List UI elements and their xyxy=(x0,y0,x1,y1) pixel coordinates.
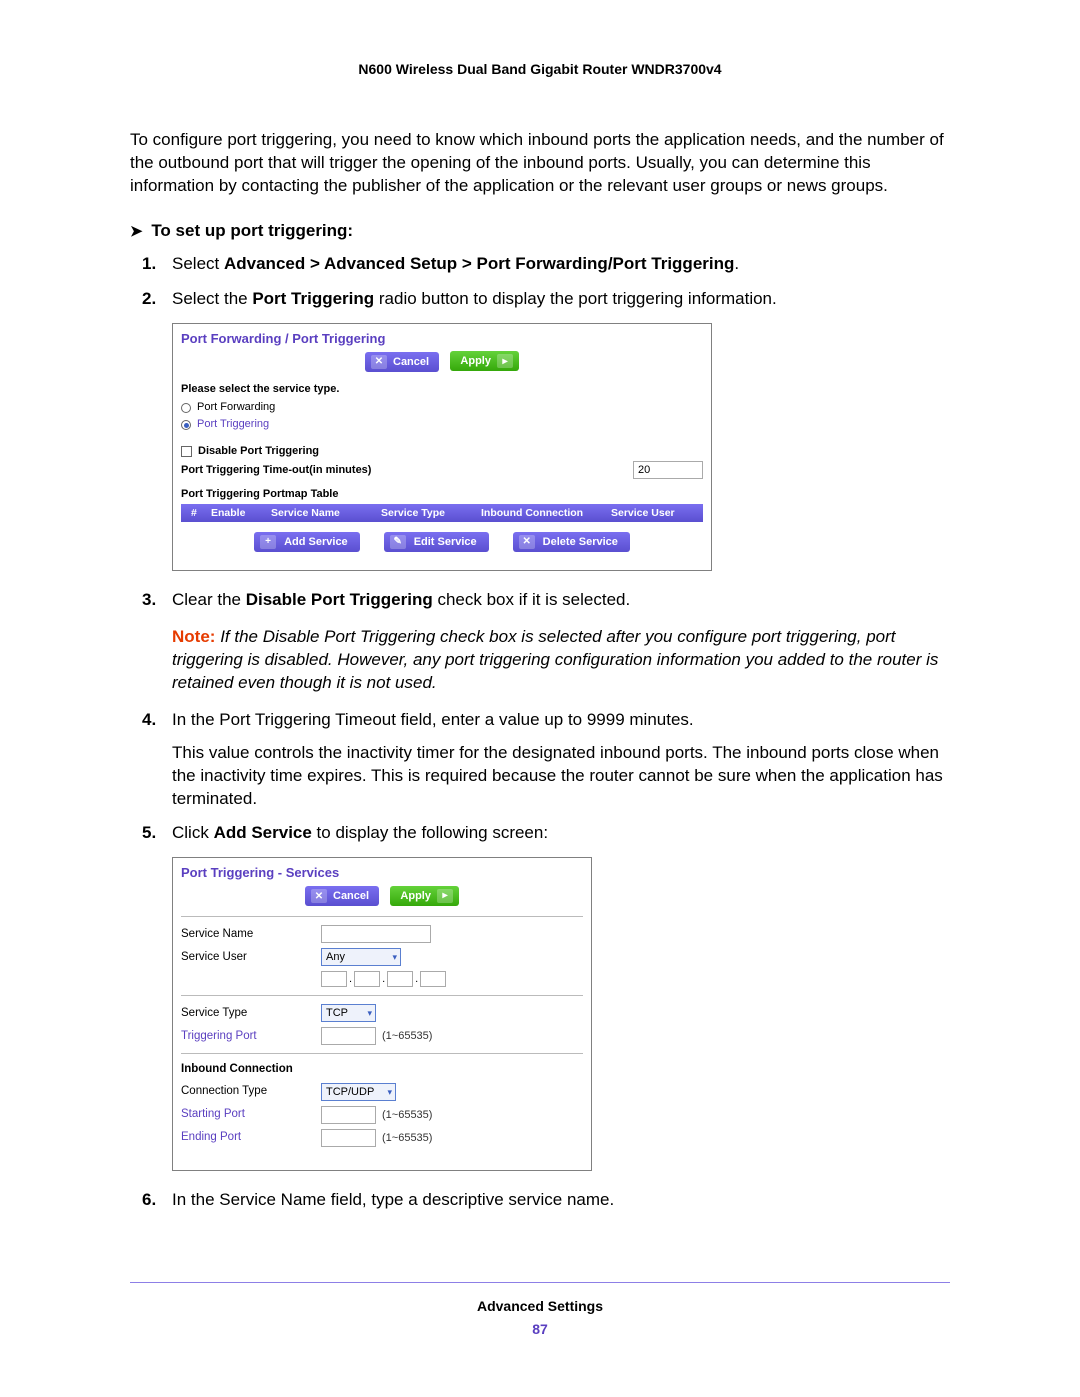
cancel-button[interactable]: ✕ Cancel xyxy=(365,352,439,372)
timeout-row: Port Triggering Time-out(in minutes) xyxy=(181,461,703,479)
task-heading-text: To set up port triggering: xyxy=(151,221,353,240)
service-name-label: Service Name xyxy=(181,927,321,943)
services-panel: Port Triggering - Services ✕ Cancel Appl… xyxy=(172,857,592,1171)
step-2: Select the Port Triggering radio button … xyxy=(172,288,950,571)
starting-port-label: Starting Port xyxy=(181,1107,321,1123)
panel2-title: Port Triggering - Services xyxy=(181,864,583,882)
timeout-label: Port Triggering Time-out(in minutes) xyxy=(181,463,371,478)
note-label: Note: xyxy=(172,627,215,646)
col-number: # xyxy=(185,506,205,520)
step4-text: In the Port Triggering Timeout field, en… xyxy=(172,710,694,729)
step-4: In the Port Triggering Timeout field, en… xyxy=(172,709,950,811)
edit-service-button[interactable]: ✎ Edit Service xyxy=(384,532,489,552)
service-user-select[interactable]: Any xyxy=(321,948,401,966)
step6-text: In the Service Name field, type a descri… xyxy=(172,1190,614,1209)
triggering-port-range: (1~65535) xyxy=(382,1029,432,1044)
step3-b: Disable Port Triggering xyxy=(246,590,433,609)
close-icon: ✕ xyxy=(311,889,327,903)
starting-port-input[interactable] xyxy=(321,1106,376,1124)
apply-button-2[interactable]: Apply ▸ xyxy=(390,886,459,906)
apply-label-2: Apply xyxy=(400,890,431,902)
col-service-type: Service Type xyxy=(375,506,475,520)
step5-a: Click xyxy=(172,823,214,842)
inbound-label: Inbound Connection xyxy=(181,1062,321,1078)
intro-paragraph: To configure port triggering, you need t… xyxy=(130,129,950,198)
step-5: Click Add Service to display the followi… xyxy=(172,822,950,1171)
panel1-title: Port Forwarding / Port Triggering xyxy=(181,330,703,348)
col-service-user: Service User xyxy=(605,506,699,520)
step3-a: Clear the xyxy=(172,590,246,609)
apply-label: Apply xyxy=(460,355,491,367)
triggering-port-label: Triggering Port xyxy=(181,1029,321,1045)
footer-page-number: 87 xyxy=(130,1320,950,1339)
port-triggering-panel: Port Forwarding / Port Triggering ✕ Canc… xyxy=(172,323,712,571)
step2-a: Select the xyxy=(172,289,252,308)
note-text: If the Disable Port Triggering check box… xyxy=(172,627,938,692)
timeout-input[interactable] xyxy=(633,461,703,479)
footer-section: Advanced Settings xyxy=(130,1297,950,1316)
step2-c: radio button to display the port trigger… xyxy=(374,289,777,308)
radio-forwarding-label: Port Forwarding xyxy=(197,400,275,415)
step2-b: Port Triggering xyxy=(252,289,374,308)
page-footer: Advanced Settings 87 xyxy=(130,1282,950,1339)
radio-triggering-row[interactable]: Port Triggering xyxy=(181,417,703,432)
portmap-table-header: # Enable Service Name Service Type Inbou… xyxy=(181,504,703,522)
service-name-input[interactable] xyxy=(321,925,431,943)
radio-triggering[interactable] xyxy=(181,420,191,430)
ip-boxes[interactable]: . . . xyxy=(321,971,446,987)
step-1: Select Advanced > Advanced Setup > Port … xyxy=(172,253,950,276)
col-service-name: Service Name xyxy=(265,506,375,520)
note-block: Note: If the Disable Port Triggering che… xyxy=(172,626,950,695)
radio-forwarding-row[interactable]: Port Forwarding xyxy=(181,400,703,415)
col-inbound: Inbound Connection xyxy=(475,506,605,520)
delete-service-label: Delete Service xyxy=(543,536,618,548)
col-enable: Enable xyxy=(205,506,265,520)
step1-bold: Advanced > Advanced Setup > Port Forward… xyxy=(224,254,734,273)
apply-button[interactable]: Apply ▸ xyxy=(450,351,519,371)
pencil-icon: ✎ xyxy=(390,535,406,549)
add-service-label: Add Service xyxy=(284,536,348,548)
apply-arrow-icon: ▸ xyxy=(497,354,513,368)
plus-icon: + xyxy=(260,535,276,549)
step4-after: This value controls the inactivity timer… xyxy=(172,742,950,811)
arrow-icon: ➤ xyxy=(130,223,143,240)
cancel-label: Cancel xyxy=(393,356,429,368)
starting-port-range: (1~65535) xyxy=(382,1108,432,1123)
service-type-select[interactable]: TCP xyxy=(321,1004,376,1022)
step-6: In the Service Name field, type a descri… xyxy=(172,1189,950,1212)
radio-triggering-label: Port Triggering xyxy=(197,417,269,432)
portmap-table-title: Port Triggering Portmap Table xyxy=(181,487,703,502)
edit-service-label: Edit Service xyxy=(414,536,477,548)
cancel-button-2[interactable]: ✕ Cancel xyxy=(305,886,379,906)
task-heading: ➤ To set up port triggering: xyxy=(130,220,950,243)
close-icon: ✕ xyxy=(371,355,387,369)
step5-c: to display the following screen: xyxy=(312,823,548,842)
disable-label: Disable Port Triggering xyxy=(198,444,319,459)
add-service-button[interactable]: + Add Service xyxy=(254,532,360,552)
step3-c: check box if it is selected. xyxy=(433,590,630,609)
cancel-label-2: Cancel xyxy=(333,890,369,902)
ending-port-range: (1~65535) xyxy=(382,1131,432,1146)
conn-type-select[interactable]: TCP/UDP xyxy=(321,1083,396,1101)
delete-icon: ✕ xyxy=(519,535,535,549)
disable-row[interactable]: Disable Port Triggering xyxy=(181,444,703,459)
step-3: Clear the Disable Port Triggering check … xyxy=(172,589,950,695)
apply-arrow-icon: ▸ xyxy=(437,889,453,903)
radio-forwarding[interactable] xyxy=(181,403,191,413)
select-type-label: Please select the service type. xyxy=(181,382,703,397)
doc-header: N600 Wireless Dual Band Gigabit Router W… xyxy=(130,60,950,79)
disable-checkbox[interactable] xyxy=(181,446,192,457)
step5-b: Add Service xyxy=(214,823,312,842)
ending-port-label: Ending Port xyxy=(181,1130,321,1146)
ending-port-input[interactable] xyxy=(321,1129,376,1147)
service-type-label: Service Type xyxy=(181,1006,321,1022)
conn-type-label: Connection Type xyxy=(181,1084,321,1100)
step1-pre: Select xyxy=(172,254,224,273)
triggering-port-input[interactable] xyxy=(321,1027,376,1045)
delete-service-button[interactable]: ✕ Delete Service xyxy=(513,532,630,552)
step1-post: . xyxy=(734,254,739,273)
service-user-label: Service User xyxy=(181,950,321,966)
